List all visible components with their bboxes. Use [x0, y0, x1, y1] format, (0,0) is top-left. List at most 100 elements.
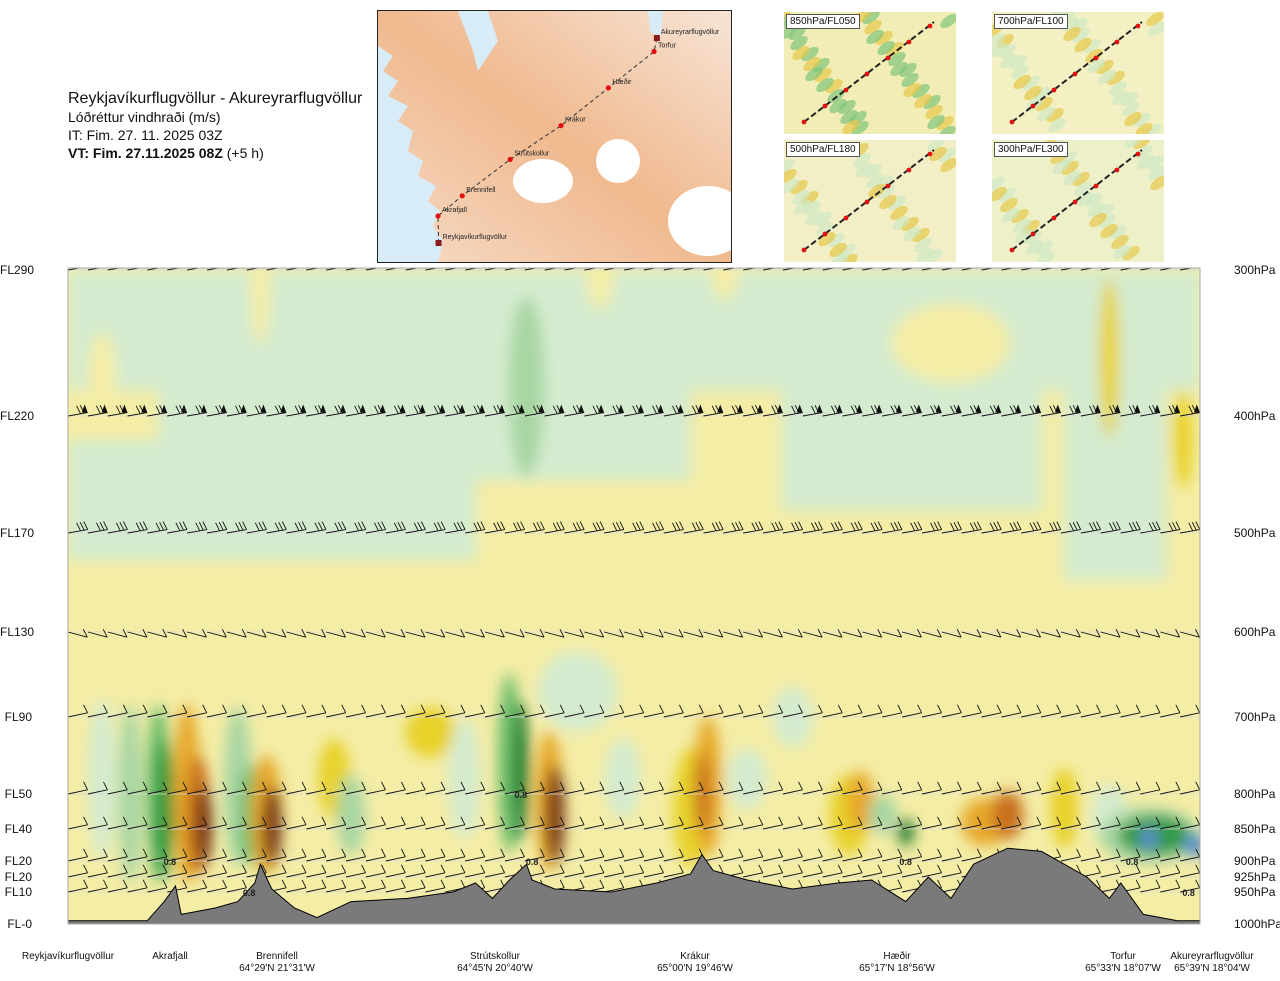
wind-barb — [782, 704, 803, 718]
wind-barb — [246, 781, 267, 795]
waypoint-label: Hæðir — [612, 78, 632, 86]
glacier-vatnajokull — [668, 186, 731, 256]
wind-barb — [763, 521, 784, 534]
wind-barb — [425, 848, 446, 862]
wind-barb — [504, 781, 525, 795]
mini-map-700[interactable]: 700hPa/FL100 — [992, 12, 1164, 134]
wind-barb — [246, 848, 267, 862]
wind-barb — [623, 628, 644, 638]
waypoint-marker — [459, 193, 465, 199]
wind-barb — [365, 781, 386, 795]
vertical-velocity-field — [68, 268, 1200, 884]
waypoint-label: Torfur — [658, 42, 677, 49]
wind-barb — [206, 781, 227, 795]
wind-barb — [1021, 521, 1042, 534]
wind-barb — [147, 628, 168, 638]
mini-map-blob — [1063, 170, 1081, 186]
station-coord: 65°17'N 18°56'W — [859, 963, 935, 974]
mini-map-waypoint — [927, 23, 933, 29]
wind-barb — [187, 704, 208, 718]
wind-barb — [822, 816, 843, 830]
station-coord: 65°33'N 18°07'W — [1085, 963, 1161, 974]
wind-barb — [703, 848, 724, 862]
mini-map-blob — [829, 242, 847, 258]
wind-barb — [723, 781, 744, 795]
contour-label: 0.8 — [526, 857, 539, 867]
mini-map-blob — [875, 30, 893, 46]
wind-barb — [623, 704, 645, 718]
mini-map-blob — [1037, 106, 1055, 122]
wind-barb — [306, 848, 327, 862]
field-blob — [87, 698, 116, 859]
wind-barb — [425, 704, 446, 718]
field-blob — [537, 651, 618, 732]
wind-barb — [902, 521, 923, 534]
mini-map-waypoint — [864, 71, 870, 77]
mini-map-blob — [803, 56, 821, 72]
station-name: Reykjavíkurflugvöllur — [21, 951, 115, 962]
station-name: Brennifell — [256, 951, 298, 962]
wind-barb — [723, 848, 744, 862]
mini-map-blob — [794, 199, 812, 215]
wind-barb — [961, 704, 982, 718]
wind-barb — [147, 816, 168, 830]
mini-map-waypoint — [843, 215, 849, 221]
station-label: Strútskollur 64°45'N 20°40'W — [430, 951, 560, 975]
wind-barb — [921, 704, 942, 718]
wind-barb — [1160, 404, 1181, 417]
wind-barb — [782, 628, 803, 638]
wind-barb — [405, 879, 426, 893]
wind-barb — [226, 404, 247, 417]
wind-barb — [87, 781, 108, 795]
field-blob — [897, 818, 914, 847]
route-map: Reykjavíkurflugvöllur Akrafjall Brennifell… — [377, 10, 732, 263]
wind-barb — [1080, 848, 1101, 862]
wind-barb — [465, 864, 486, 878]
wind-barb — [226, 879, 247, 893]
mini-map-blob — [864, 19, 882, 35]
waypoint-label: Akureyrarflugvöllur — [661, 29, 720, 36]
wind-barb — [1199, 860, 1200, 861]
station-coord: 64°29'N 21°31'W — [239, 963, 315, 974]
wind-barb — [643, 816, 664, 830]
mini-map-label: 500hPa/FL180 — [786, 142, 860, 157]
mini-map-label: 850hPa/FL050 — [786, 14, 860, 29]
wind-barb — [1060, 816, 1081, 830]
wind-barb — [782, 848, 803, 862]
mini-map-blob — [888, 195, 906, 211]
wind-barb — [782, 816, 803, 830]
wind-barb — [385, 879, 406, 893]
wind-barb — [107, 864, 128, 878]
wind-barb — [306, 704, 327, 718]
mini-map-waypoint — [1009, 247, 1015, 253]
mini-map-blob — [788, 25, 806, 41]
mini-map-blob — [1052, 159, 1070, 175]
mini-map-blob — [1063, 26, 1081, 42]
wind-barb — [544, 816, 565, 830]
wind-barb — [842, 628, 863, 638]
mini-map-850[interactable]: 850hPa/FL050 — [784, 12, 956, 134]
mini-map-300[interactable]: 300hPa/FL300 — [992, 140, 1164, 262]
wind-barb — [326, 864, 347, 878]
wind-barb — [1100, 628, 1121, 638]
mini-map-blob — [1109, 224, 1127, 240]
mini-map-waypoint — [822, 231, 828, 237]
wind-barb — [107, 704, 128, 718]
wind-barb — [226, 704, 247, 718]
mini-map-blob — [890, 205, 908, 221]
mini-map-blob — [864, 163, 882, 179]
pressure-tick-label: 1000hPa — [1234, 917, 1280, 931]
field-blob — [604, 738, 641, 819]
wind-barb — [365, 704, 386, 718]
wind-barb — [1120, 628, 1141, 638]
wind-barb — [743, 404, 764, 417]
wind-barb — [623, 781, 645, 795]
wind-barb — [206, 864, 227, 878]
wind-barb — [862, 628, 883, 638]
wind-barb — [286, 781, 307, 795]
mini-map-blob — [790, 35, 808, 51]
wind-barb — [87, 628, 108, 638]
mini-map-500[interactable]: 500hPa/FL180 — [784, 140, 956, 262]
wind-barb — [345, 628, 366, 638]
wind-barb — [1199, 415, 1200, 416]
